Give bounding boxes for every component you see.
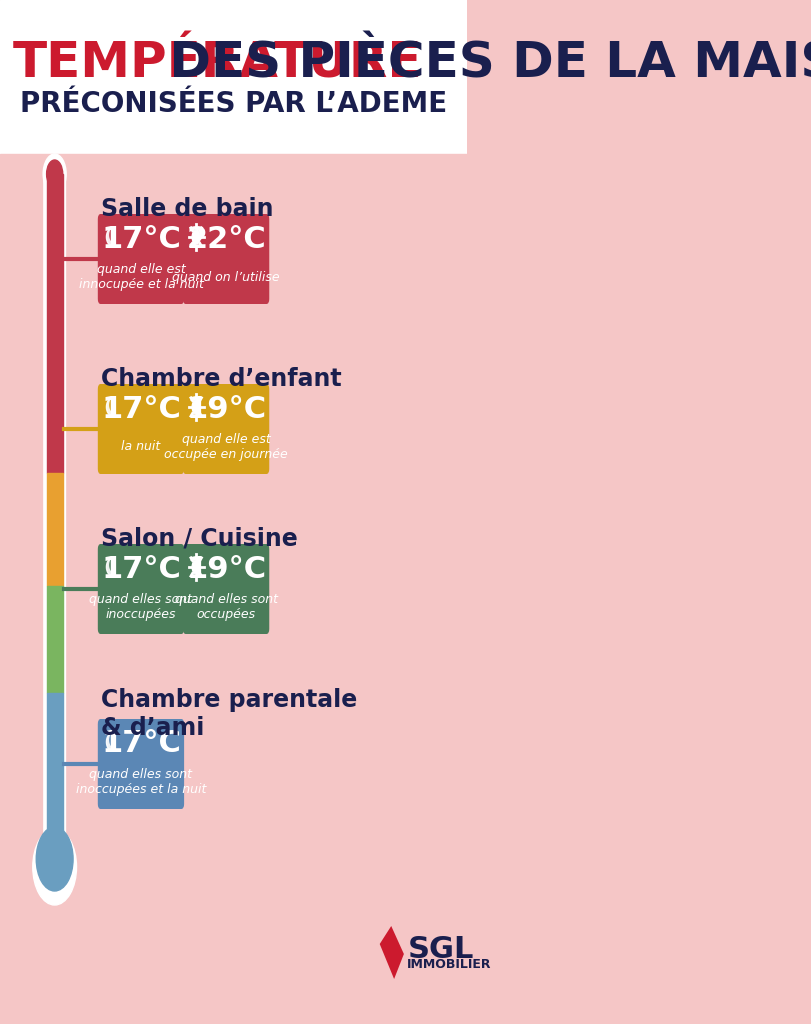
Text: Chambre d’enfant: Chambre d’enfant	[101, 367, 341, 391]
Text: Salon / Cuisine: Salon / Cuisine	[101, 527, 297, 551]
Text: quand elle est
innocupée et la nuit: quand elle est innocupée et la nuit	[79, 263, 203, 291]
Circle shape	[192, 400, 200, 414]
Bar	[0, 154, 466, 1024]
Text: TEMPÉRATURE: TEMPÉRATURE	[13, 40, 422, 88]
Bar	[46, 587, 62, 692]
Text: PRÉCONISÉES PAR L’ADEME: PRÉCONISÉES PAR L’ADEME	[20, 90, 447, 118]
Polygon shape	[109, 558, 118, 572]
Circle shape	[43, 154, 66, 194]
FancyBboxPatch shape	[97, 214, 184, 304]
FancyBboxPatch shape	[182, 544, 269, 634]
Circle shape	[32, 829, 76, 905]
Polygon shape	[106, 399, 115, 415]
Text: 22°C: 22°C	[186, 224, 266, 254]
FancyBboxPatch shape	[97, 384, 184, 474]
FancyBboxPatch shape	[182, 214, 269, 304]
Bar	[46, 692, 62, 839]
FancyBboxPatch shape	[43, 174, 66, 839]
Text: quand elles sont
inoccupées et la nuit: quand elles sont inoccupées et la nuit	[75, 768, 206, 796]
Text: 19°C: 19°C	[186, 394, 266, 424]
Polygon shape	[380, 926, 403, 979]
Polygon shape	[109, 398, 118, 412]
Polygon shape	[106, 734, 115, 750]
FancyBboxPatch shape	[182, 384, 269, 474]
Text: SGL: SGL	[407, 935, 473, 964]
Polygon shape	[106, 229, 115, 245]
Circle shape	[192, 230, 200, 244]
Text: 17°C: 17°C	[101, 224, 181, 254]
Circle shape	[36, 827, 73, 891]
Text: 17°C: 17°C	[101, 394, 181, 424]
Polygon shape	[109, 228, 118, 242]
Text: quand elles sont
inoccupées: quand elles sont inoccupées	[89, 593, 192, 621]
Polygon shape	[106, 559, 115, 575]
Text: Salle de bain: Salle de bain	[101, 197, 272, 221]
Text: la nuit: la nuit	[121, 440, 161, 454]
Text: DES PIÈCES DE LA MAISON: DES PIÈCES DE LA MAISON	[152, 40, 811, 88]
Circle shape	[46, 160, 62, 188]
Polygon shape	[109, 733, 118, 746]
FancyBboxPatch shape	[97, 544, 184, 634]
Circle shape	[192, 560, 200, 574]
Text: 19°C: 19°C	[186, 555, 266, 584]
Bar	[0, 0, 466, 154]
Text: 17°C: 17°C	[101, 555, 181, 584]
Text: IMMOBILIER: IMMOBILIER	[407, 957, 491, 971]
Text: Chambre parentale
& d’ami: Chambre parentale & d’ami	[101, 688, 357, 740]
Bar	[46, 473, 62, 587]
Text: quand elle est
occupée en journée: quand elle est occupée en journée	[164, 433, 288, 461]
Bar	[46, 174, 62, 473]
Text: quand on l’utilise: quand on l’utilise	[172, 270, 280, 284]
FancyBboxPatch shape	[97, 719, 184, 809]
Text: quand elles sont
occupées: quand elles sont occupées	[174, 593, 277, 621]
Text: 17°C: 17°C	[101, 729, 181, 759]
